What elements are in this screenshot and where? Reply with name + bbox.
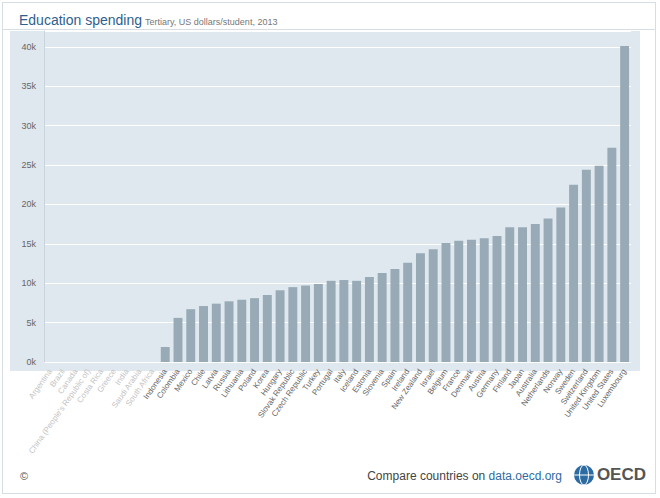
svg-text:20k: 20k xyxy=(21,199,36,209)
svg-text:Greece: Greece xyxy=(95,367,118,395)
svg-text:Lithuania: Lithuania xyxy=(219,367,246,400)
svg-text:Mexico: Mexico xyxy=(172,367,195,394)
svg-text:Saudi Arabia: Saudi Arabia xyxy=(110,367,144,410)
svg-text:Denmark: Denmark xyxy=(449,367,476,400)
svg-text:Spain: Spain xyxy=(379,367,399,390)
svg-text:France: France xyxy=(440,367,463,393)
svg-text:Australia: Australia xyxy=(513,367,539,399)
svg-text:Costa Rica: Costa Rica xyxy=(75,367,106,405)
svg-text:Sweden: Sweden xyxy=(553,367,578,397)
svg-text:Education spending: Education spending xyxy=(19,12,142,28)
svg-text:New Zealand: New Zealand xyxy=(390,367,424,411)
svg-text:Italy: Italy xyxy=(331,367,348,385)
svg-text:Turkey: Turkey xyxy=(300,367,322,393)
svg-text:Estonia: Estonia xyxy=(350,367,374,395)
svg-text:Israel: Israel xyxy=(418,367,437,389)
svg-text:Chile: Chile xyxy=(189,367,208,388)
svg-text:40k: 40k xyxy=(21,42,36,52)
svg-text:Germany: Germany xyxy=(474,367,501,400)
svg-text:Portugal: Portugal xyxy=(310,367,335,397)
svg-text:Slovak Republic: Slovak Republic xyxy=(256,367,297,420)
svg-text:Tertiary, US dollars/student,: Tertiary, US dollars/student, 2013 xyxy=(145,17,277,27)
html-text:OECD: OECD xyxy=(596,465,646,484)
svg-text:10k: 10k xyxy=(21,278,36,288)
svg-text:Japan: Japan xyxy=(506,367,527,391)
svg-text:35k: 35k xyxy=(21,81,36,91)
svg-text:Switzerland: Switzerland xyxy=(558,367,590,407)
svg-text:Austria: Austria xyxy=(466,367,488,393)
svg-text:United Kingdom: United Kingdom xyxy=(562,367,603,420)
svg-text:Norway: Norway xyxy=(541,367,565,395)
svg-text:Indonesia: Indonesia xyxy=(141,367,169,401)
svg-text:0k: 0k xyxy=(26,357,36,367)
svg-text:15k: 15k xyxy=(21,239,36,249)
svg-text:Czech Republic: Czech Republic xyxy=(270,367,310,418)
svg-text:United States: United States xyxy=(580,367,616,412)
svg-text:Poland: Poland xyxy=(236,367,259,393)
svg-text:Colombia: Colombia xyxy=(154,367,182,401)
svg-text:25k: 25k xyxy=(21,160,36,170)
svg-text:China (People's Republic of): China (People's Republic of) xyxy=(27,367,93,455)
svg-text:Ireland: Ireland xyxy=(390,367,412,393)
svg-text:Latvia: Latvia xyxy=(200,367,220,391)
svg-text:Korea: Korea xyxy=(251,367,271,391)
svg-text:Belgium: Belgium xyxy=(425,367,450,397)
svg-text:Hungary: Hungary xyxy=(259,367,284,398)
svg-text:South Africa: South Africa xyxy=(124,367,157,408)
svg-text:Russia: Russia xyxy=(211,367,233,393)
svg-text:5k: 5k xyxy=(26,318,36,328)
svg-text:Argentina: Argentina xyxy=(27,367,55,401)
svg-text:Canada: Canada xyxy=(56,367,80,396)
svg-text:Brazil: Brazil xyxy=(48,367,67,389)
svg-text:30k: 30k xyxy=(21,121,36,131)
svg-text:Luxembourg: Luxembourg xyxy=(595,367,628,409)
svg-text:Finland: Finland xyxy=(491,367,514,395)
svg-text:Iceland: Iceland xyxy=(338,367,361,394)
svg-text:India: India xyxy=(113,367,131,387)
svg-text:Netherlands: Netherlands xyxy=(519,367,552,408)
svg-text:Slovenia: Slovenia xyxy=(360,367,386,398)
html-text:Compare countries on data.oecd: Compare countries on data.oecd.org xyxy=(367,469,562,483)
